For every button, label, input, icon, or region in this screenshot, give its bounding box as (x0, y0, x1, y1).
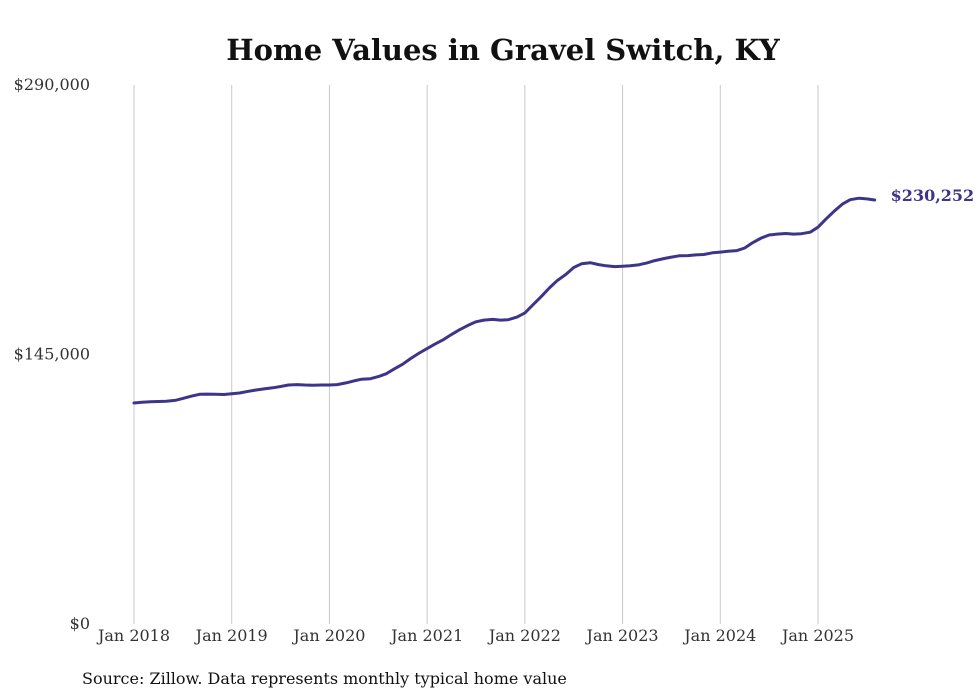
series-line-0 (132, 196, 877, 405)
x-tick-label: Jan 2023 (585, 626, 659, 645)
x-tick-label: Jan 2019 (194, 626, 268, 645)
chart-title: Home Values in Gravel Switch, KY (226, 33, 780, 67)
y-tick-label: $290,000 (14, 75, 90, 94)
x-tick-label: Jan 2021 (389, 626, 463, 645)
y-axis-ticks: $0 $145,000 $290,000 (14, 75, 90, 633)
source-note: Source: Zillow. Data represents monthly … (82, 669, 567, 688)
grid-layer (133, 85, 819, 624)
series-layer: $230,252 (132, 186, 975, 405)
end-value-label: $230,252 (891, 186, 975, 205)
x-tick-label: Jan 2022 (487, 626, 561, 645)
y-tick-label: $0 (70, 614, 90, 633)
y-tick-label: $145,000 (14, 345, 90, 364)
x-tick-label: Jan 2025 (780, 626, 854, 645)
x-tick-label: Jan 2024 (682, 626, 756, 645)
x-axis-ticks: Jan 2018 Jan 2019 Jan 2020 Jan 2021 Jan 2022… (96, 626, 854, 645)
x-tick-label: Jan 2018 (96, 626, 170, 645)
x-tick-label: Jan 2020 (291, 626, 365, 645)
